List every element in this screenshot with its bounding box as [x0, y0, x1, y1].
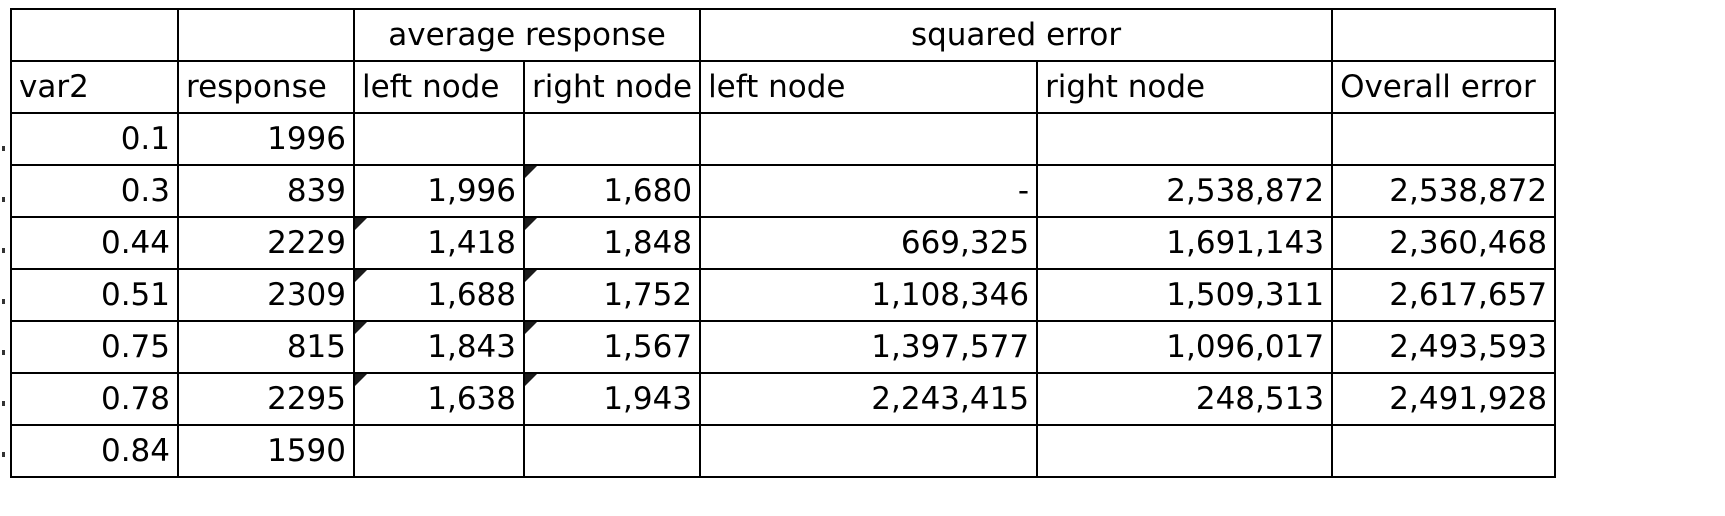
edge-speck [2, 248, 5, 253]
cell-response: 839 [177, 164, 355, 218]
column-header-err-right-node: right node [1036, 60, 1334, 114]
cell-err-left: 2,243,415 [699, 372, 1039, 426]
cell-err-right: 1,691,143 [1036, 216, 1334, 270]
edge-speck [2, 197, 5, 202]
cell-avg-left: 1,638 [353, 372, 525, 426]
cell-var2: 0.78 [10, 372, 179, 426]
cell-err-right [1036, 112, 1334, 166]
cell-overall [1331, 112, 1557, 166]
table-row: 0.1 1996 [10, 112, 1557, 166]
column-header-avg-left-node: left node [353, 60, 525, 114]
edge-speck [2, 146, 5, 151]
cell-avg-left [353, 112, 525, 166]
cell-overall: 2,493,593 [1331, 320, 1557, 374]
group-header-empty [1331, 8, 1557, 62]
cell-overall: 2,360,468 [1331, 216, 1557, 270]
cell-avg-right: 1,567 [522, 320, 702, 374]
cell-response: 1590 [177, 424, 355, 478]
column-header-overall-error: Overall error [1331, 60, 1557, 114]
cell-avg-left: 1,996 [353, 164, 525, 218]
column-header-response: response [177, 60, 355, 114]
cell-avg-left: 1,843 [353, 320, 525, 374]
cell-avg-right: 1,680 [522, 164, 702, 218]
cell-response: 2229 [177, 216, 355, 270]
data-table: average response squared error var2 resp… [10, 8, 1557, 478]
cell-avg-right: 1,752 [522, 268, 702, 322]
cell-var2: 0.1 [10, 112, 179, 166]
group-header-row: average response squared error [10, 8, 1557, 62]
cell-err-left: 669,325 [699, 216, 1039, 270]
group-header-empty [10, 8, 179, 62]
cell-err-right: 1,509,311 [1036, 268, 1334, 322]
cell-avg-right [522, 424, 702, 478]
cell-overall: 2,538,872 [1331, 164, 1557, 218]
table-row: 0.84 1590 [10, 424, 1557, 478]
edge-speck [2, 350, 5, 355]
cell-err-right [1036, 424, 1334, 478]
cell-err-right: 2,538,872 [1036, 164, 1334, 218]
table-row: 0.51 2309 1,688 1,752 1,108,346 1,509,31… [10, 268, 1557, 322]
edge-speck [2, 452, 5, 457]
group-header-average-response: average response [352, 8, 702, 62]
cell-avg-left: 1,688 [353, 268, 525, 322]
cell-var2: 0.84 [10, 424, 179, 478]
cell-response: 1996 [177, 112, 355, 166]
edge-speck [2, 401, 5, 406]
table-row: 0.75 815 1,843 1,567 1,397,577 1,096,017… [10, 320, 1557, 374]
cell-err-left [699, 112, 1039, 166]
cell-var2: 0.51 [10, 268, 179, 322]
column-header-avg-right-node: right node [522, 60, 702, 114]
group-header-squared-error: squared error [699, 8, 1334, 62]
cell-avg-right [522, 112, 702, 166]
column-header-row: var2 response left node right node left … [10, 60, 1557, 114]
cell-response: 2295 [177, 372, 355, 426]
cell-err-left [699, 424, 1039, 478]
cell-response: 815 [177, 320, 355, 374]
cell-var2: 0.44 [10, 216, 179, 270]
column-header-var2: var2 [10, 60, 179, 114]
table-row: 0.78 2295 1,638 1,943 2,243,415 248,513 … [10, 372, 1557, 426]
cell-overall: 2,617,657 [1331, 268, 1557, 322]
edge-speck [2, 299, 5, 304]
column-header-err-left-node: left node [699, 60, 1039, 114]
cell-overall [1331, 424, 1557, 478]
cell-avg-left: 1,418 [353, 216, 525, 270]
cell-overall: 2,491,928 [1331, 372, 1557, 426]
cell-var2: 0.3 [10, 164, 179, 218]
table-row: 0.3 839 1,996 1,680 - 2,538,872 2,538,87… [10, 164, 1557, 218]
cell-err-right: 1,096,017 [1036, 320, 1334, 374]
cell-err-left: 1,108,346 [699, 268, 1039, 322]
cell-err-left: 1,397,577 [699, 320, 1039, 374]
cell-avg-right: 1,848 [522, 216, 702, 270]
cell-var2: 0.75 [10, 320, 179, 374]
group-header-empty [177, 8, 355, 62]
cell-err-right: 248,513 [1036, 372, 1334, 426]
cell-avg-left [353, 424, 525, 478]
cell-response: 2309 [177, 268, 355, 322]
cell-avg-right: 1,943 [522, 372, 702, 426]
table-row: 0.44 2229 1,418 1,848 669,325 1,691,143 … [10, 216, 1557, 270]
cell-err-left: - [699, 164, 1039, 218]
